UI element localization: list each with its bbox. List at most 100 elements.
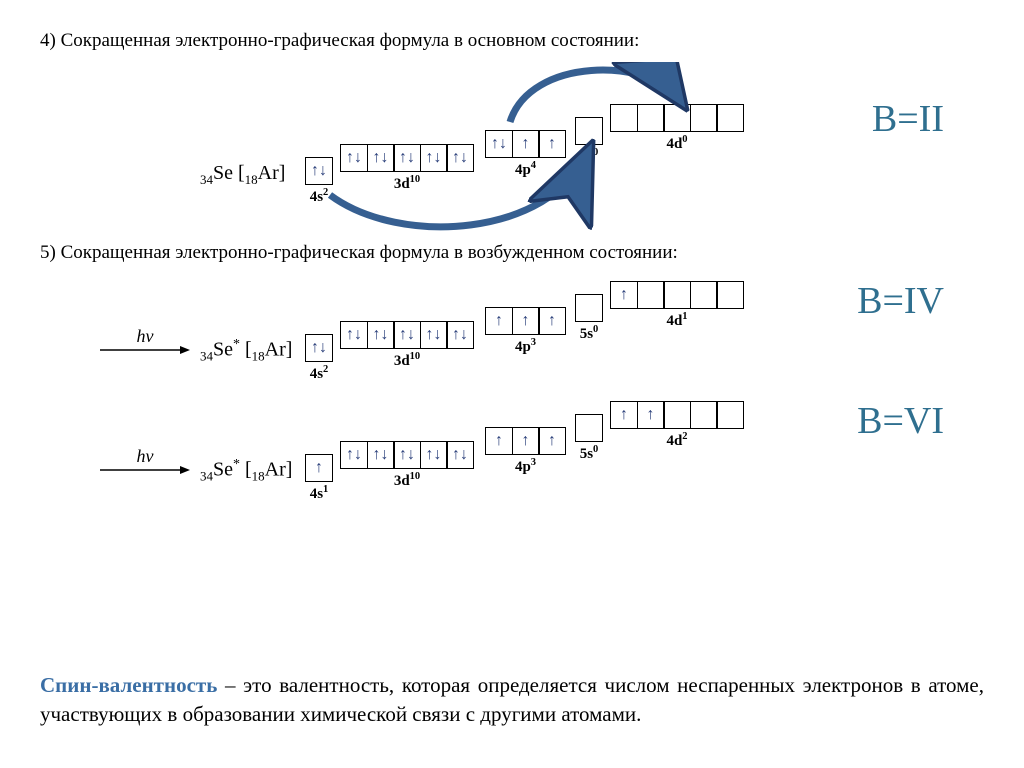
- orbital-cell: [690, 401, 718, 429]
- hv-arrow-1: hν: [100, 326, 190, 357]
- orbital-4d: ↑ 4d1: [610, 281, 744, 330]
- element-sym: Se: [213, 339, 233, 361]
- orbital-cell: ↑↓: [393, 144, 421, 172]
- orbital-label: 4d1: [666, 311, 687, 330]
- orbital-4d: 4d0: [610, 104, 744, 153]
- orbital-cell: [716, 281, 744, 309]
- orbital-boxes: ↑↓: [305, 157, 333, 185]
- orbital-cell: ↑↓: [420, 441, 448, 469]
- valence-label-4: В=IV: [857, 279, 944, 323]
- diagram-excited-2: В=VI hν 34Se* [18Ar] ↑4s1↑↓↑↓↑↓↑↓↑↓3d10↑…: [40, 394, 984, 509]
- orbital-label: 5s0: [580, 324, 599, 343]
- diagram-excited-1: В=IV hν 34Se* [18Ar] ↑↓ 4s2 ↑↓↑↓↑↓↑↓↑↓ 3d10…: [40, 274, 984, 389]
- orbital-cell: ↑↓: [340, 441, 368, 469]
- heading-4: 4) Сокращенная электронно-графическая фо…: [40, 30, 984, 52]
- orbital-cell: ↑↓: [367, 321, 395, 349]
- orbital-4s: ↑↓ 4s2: [305, 334, 333, 383]
- orbital-cell: ↑↓: [393, 321, 421, 349]
- core-sym: Ar: [265, 459, 286, 481]
- orbital-label: 3d10: [394, 471, 420, 490]
- sub-z: 34: [200, 469, 213, 484]
- orbital-cell: ↑: [512, 307, 540, 335]
- orbital-label: 4p4: [515, 160, 536, 179]
- orbital-label: 4p3: [515, 457, 536, 476]
- orbital-label: 4s2: [310, 364, 329, 383]
- orbital-cell: [575, 414, 603, 442]
- orbital-boxes: [610, 104, 744, 132]
- sub-z: 34: [200, 349, 213, 364]
- element-excited-2: 34Se* [18Ar]: [200, 457, 292, 485]
- element-sym: Se: [213, 162, 233, 184]
- orbital-cell: [690, 281, 718, 309]
- orbital-label: 4p3: [515, 337, 536, 356]
- orbital-boxes: ↑↓↑↓↑↓↑↓↑↓: [340, 441, 474, 469]
- orbital-cell: ↑: [610, 401, 638, 429]
- orbital-5s: 5s0: [575, 414, 603, 463]
- orbital-boxes: [575, 294, 603, 322]
- orbital-5s: 5s0: [575, 117, 603, 166]
- orbital-boxes: ↑↓↑↑: [485, 130, 566, 158]
- orbital-cell: ↑: [610, 281, 638, 309]
- orbital-3d: ↑↓↑↓↑↓↑↓↑↓ 3d10: [340, 321, 474, 370]
- orbital-cell: ↑↓: [367, 441, 395, 469]
- orbital-cell: [716, 401, 744, 429]
- sub-core: 18: [245, 172, 258, 187]
- orbital-boxes: ↑: [305, 454, 333, 482]
- star: *: [233, 337, 240, 352]
- sub-z: 34: [200, 172, 213, 187]
- hv-arrow-2: hν: [100, 446, 190, 477]
- orbital-4d: ↑↑4d2: [610, 401, 744, 450]
- orbital-cell: ↑: [305, 454, 333, 482]
- orbital-cell: [690, 104, 718, 132]
- orbital-cell: [610, 104, 638, 132]
- orbital-boxes: ↑↓: [305, 334, 333, 362]
- element-ground: 34Se [18Ar]: [200, 162, 285, 188]
- orbital-4s: ↑↓ 4s2: [305, 157, 333, 206]
- orbital-cell: ↑: [538, 307, 566, 335]
- orbital-cell: [716, 104, 744, 132]
- orbital-label: 3d10: [394, 351, 420, 370]
- orbital-cell: ↑: [512, 130, 540, 158]
- orbital-boxes: ↑↑↑: [485, 427, 566, 455]
- orbital-cell: ↑: [512, 427, 540, 455]
- orbital-boxes: ↑↓↑↓↑↓↑↓↑↓: [340, 144, 474, 172]
- orbital-cell: [575, 117, 603, 145]
- orbital-cell: ↑↓: [367, 144, 395, 172]
- orbital-cell: ↑: [538, 130, 566, 158]
- element-excited-1: 34Se* [18Ar]: [200, 337, 292, 365]
- definition-text: Спин-валентность – это валентность, кото…: [40, 671, 984, 728]
- orbital-4p: ↑↑↑ 4p3: [485, 427, 566, 476]
- orbital-3d: ↑↓↑↓↑↓↑↓↑↓3d10: [340, 441, 474, 490]
- orbital-cell: ↑↓: [446, 321, 474, 349]
- orbital-cell: ↑↓: [393, 441, 421, 469]
- orbital-boxes: [575, 117, 603, 145]
- diagram-ground: В=II 34Se [18Ar] ↑↓4s2↑↓↑↓↑↓↑↓↑↓3d10↑↓↑↑…: [40, 62, 984, 232]
- orbital-3d: ↑↓↑↓↑↓↑↓↑↓3d10: [340, 144, 474, 193]
- orbital-boxes: ↑: [610, 281, 744, 309]
- orbital-cell: [637, 281, 665, 309]
- definition-term: Спин-валентность: [40, 673, 217, 697]
- orbital-cell: ↑: [485, 427, 513, 455]
- orbital-cell: ↑↓: [420, 321, 448, 349]
- valence-label-6: В=VI: [857, 399, 944, 443]
- orbital-boxes: ↑↑↑: [485, 307, 566, 335]
- orbital-cell: [575, 294, 603, 322]
- orbital-cell: [663, 104, 691, 132]
- orbital-boxes: ↑↓↑↓↑↓↑↓↑↓: [340, 321, 474, 349]
- orbital-4p: ↑↓↑↑ 4p4: [485, 130, 566, 179]
- valence-label-2: В=II: [872, 97, 944, 141]
- orbital-cell: [637, 104, 665, 132]
- core-sym: Ar: [265, 339, 286, 361]
- orbital-cell: [663, 281, 691, 309]
- star: *: [233, 457, 240, 472]
- orbital-label: 5s0: [580, 147, 599, 166]
- orbital-label: 5s0: [580, 444, 599, 463]
- orbital-cell: ↑↓: [305, 334, 333, 362]
- heading-5: 5) Сокращенная электронно-графическая фо…: [40, 242, 984, 264]
- orbital-label: 4s1: [310, 484, 329, 503]
- orbital-cell: ↑↓: [446, 441, 474, 469]
- orbital-cell: ↑: [637, 401, 665, 429]
- orbital-5s: 5s0: [575, 294, 603, 343]
- orbital-label: 4s2: [310, 187, 329, 206]
- orbital-cell: [663, 401, 691, 429]
